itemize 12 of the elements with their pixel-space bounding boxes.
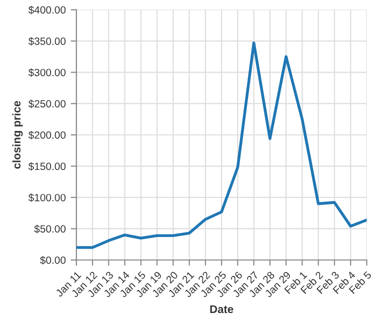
- y-tick-label: $400.00: [28, 6, 66, 14]
- y-axis-title: closing price: [12, 100, 23, 169]
- y-tick-label: $300.00: [28, 68, 66, 77]
- y-tick-label: $0.00: [40, 256, 66, 264]
- y-tick-label: $50.00: [34, 224, 66, 234]
- line-series: [76, 42, 367, 249]
- y-tick-label: $250.00: [28, 100, 66, 108]
- y-tick-label: $150.00: [28, 162, 66, 171]
- x-axis-title: Date: [210, 305, 234, 314]
- y-tick-label: $350.00: [28, 37, 66, 46]
- y-tick-label: $100.00: [28, 194, 66, 202]
- y-tick-label: $200.00: [28, 130, 66, 140]
